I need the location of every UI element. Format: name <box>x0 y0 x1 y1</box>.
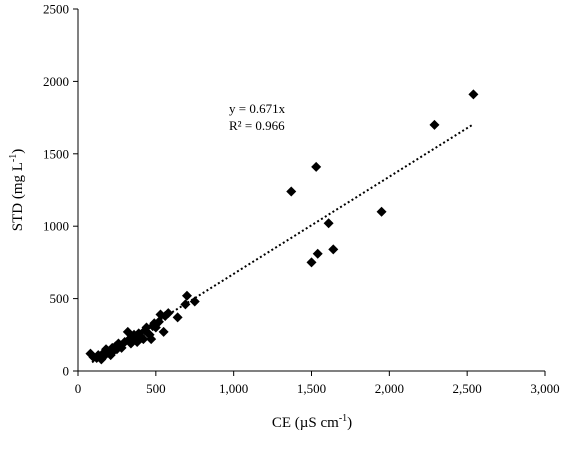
y-tick-label: 2500 <box>43 2 69 17</box>
data-point <box>376 206 387 217</box>
r-squared-label: R² = 0.966 <box>229 118 285 133</box>
x-tick-label: 2,000 <box>375 381 404 396</box>
y-axis-title-sup: -1 <box>8 154 19 162</box>
data-point <box>286 186 297 197</box>
data-point <box>328 244 339 255</box>
x-tick-label: 1,500 <box>297 381 326 396</box>
plot-area: 0 500 1,000 1,500 2,000 2,500 3,000 0 500 1000 15… <box>43 2 560 397</box>
data-point <box>306 257 317 268</box>
x-axis-title: CE (µS cm-1) <box>272 413 352 431</box>
y-tick-label: 500 <box>50 291 70 306</box>
x-tick-label: 3,000 <box>530 381 559 396</box>
y-tick-label: 1000 <box>43 219 69 234</box>
y-tick-label: 2000 <box>43 74 69 89</box>
data-point <box>468 89 479 100</box>
x-axis-title-close: ) <box>347 415 352 431</box>
x-tick-label: 0 <box>75 381 82 396</box>
y-tick-label: 1500 <box>43 146 69 161</box>
data-point <box>158 326 169 337</box>
x-tick-label: 500 <box>146 381 166 396</box>
data-point <box>163 308 174 319</box>
trendline <box>91 123 474 364</box>
data-point <box>189 296 200 307</box>
y-axis-title-main: STD (mg L <box>10 162 26 231</box>
data-point <box>146 334 157 345</box>
data-point <box>429 119 440 130</box>
data-point <box>138 334 149 345</box>
data-point <box>122 326 133 337</box>
x-axis-title-sup: -1 <box>339 413 347 424</box>
data-point <box>311 161 322 172</box>
x-tick-label: 2,500 <box>453 381 482 396</box>
y-axis-ticks: 0 500 1000 1500 2000 2500 <box>43 2 78 379</box>
y-axis-title: STD (mg L-1) <box>8 149 26 232</box>
equation-label: y = 0.671x <box>229 101 286 116</box>
x-axis-title-main: CE (µS cm <box>272 415 339 431</box>
x-tick-label: 1,000 <box>219 381 248 396</box>
data-point <box>153 316 164 327</box>
data-point <box>172 312 183 323</box>
y-tick-label: 0 <box>63 364 70 379</box>
data-point <box>323 218 334 229</box>
x-axis-ticks: 0 500 1,000 1,500 2,000 2,500 3,000 <box>75 371 560 396</box>
data-point <box>181 290 192 301</box>
data-point <box>180 299 191 310</box>
y-axis-title-close: ) <box>10 149 26 154</box>
data-point <box>312 248 323 259</box>
data-points <box>85 89 479 365</box>
